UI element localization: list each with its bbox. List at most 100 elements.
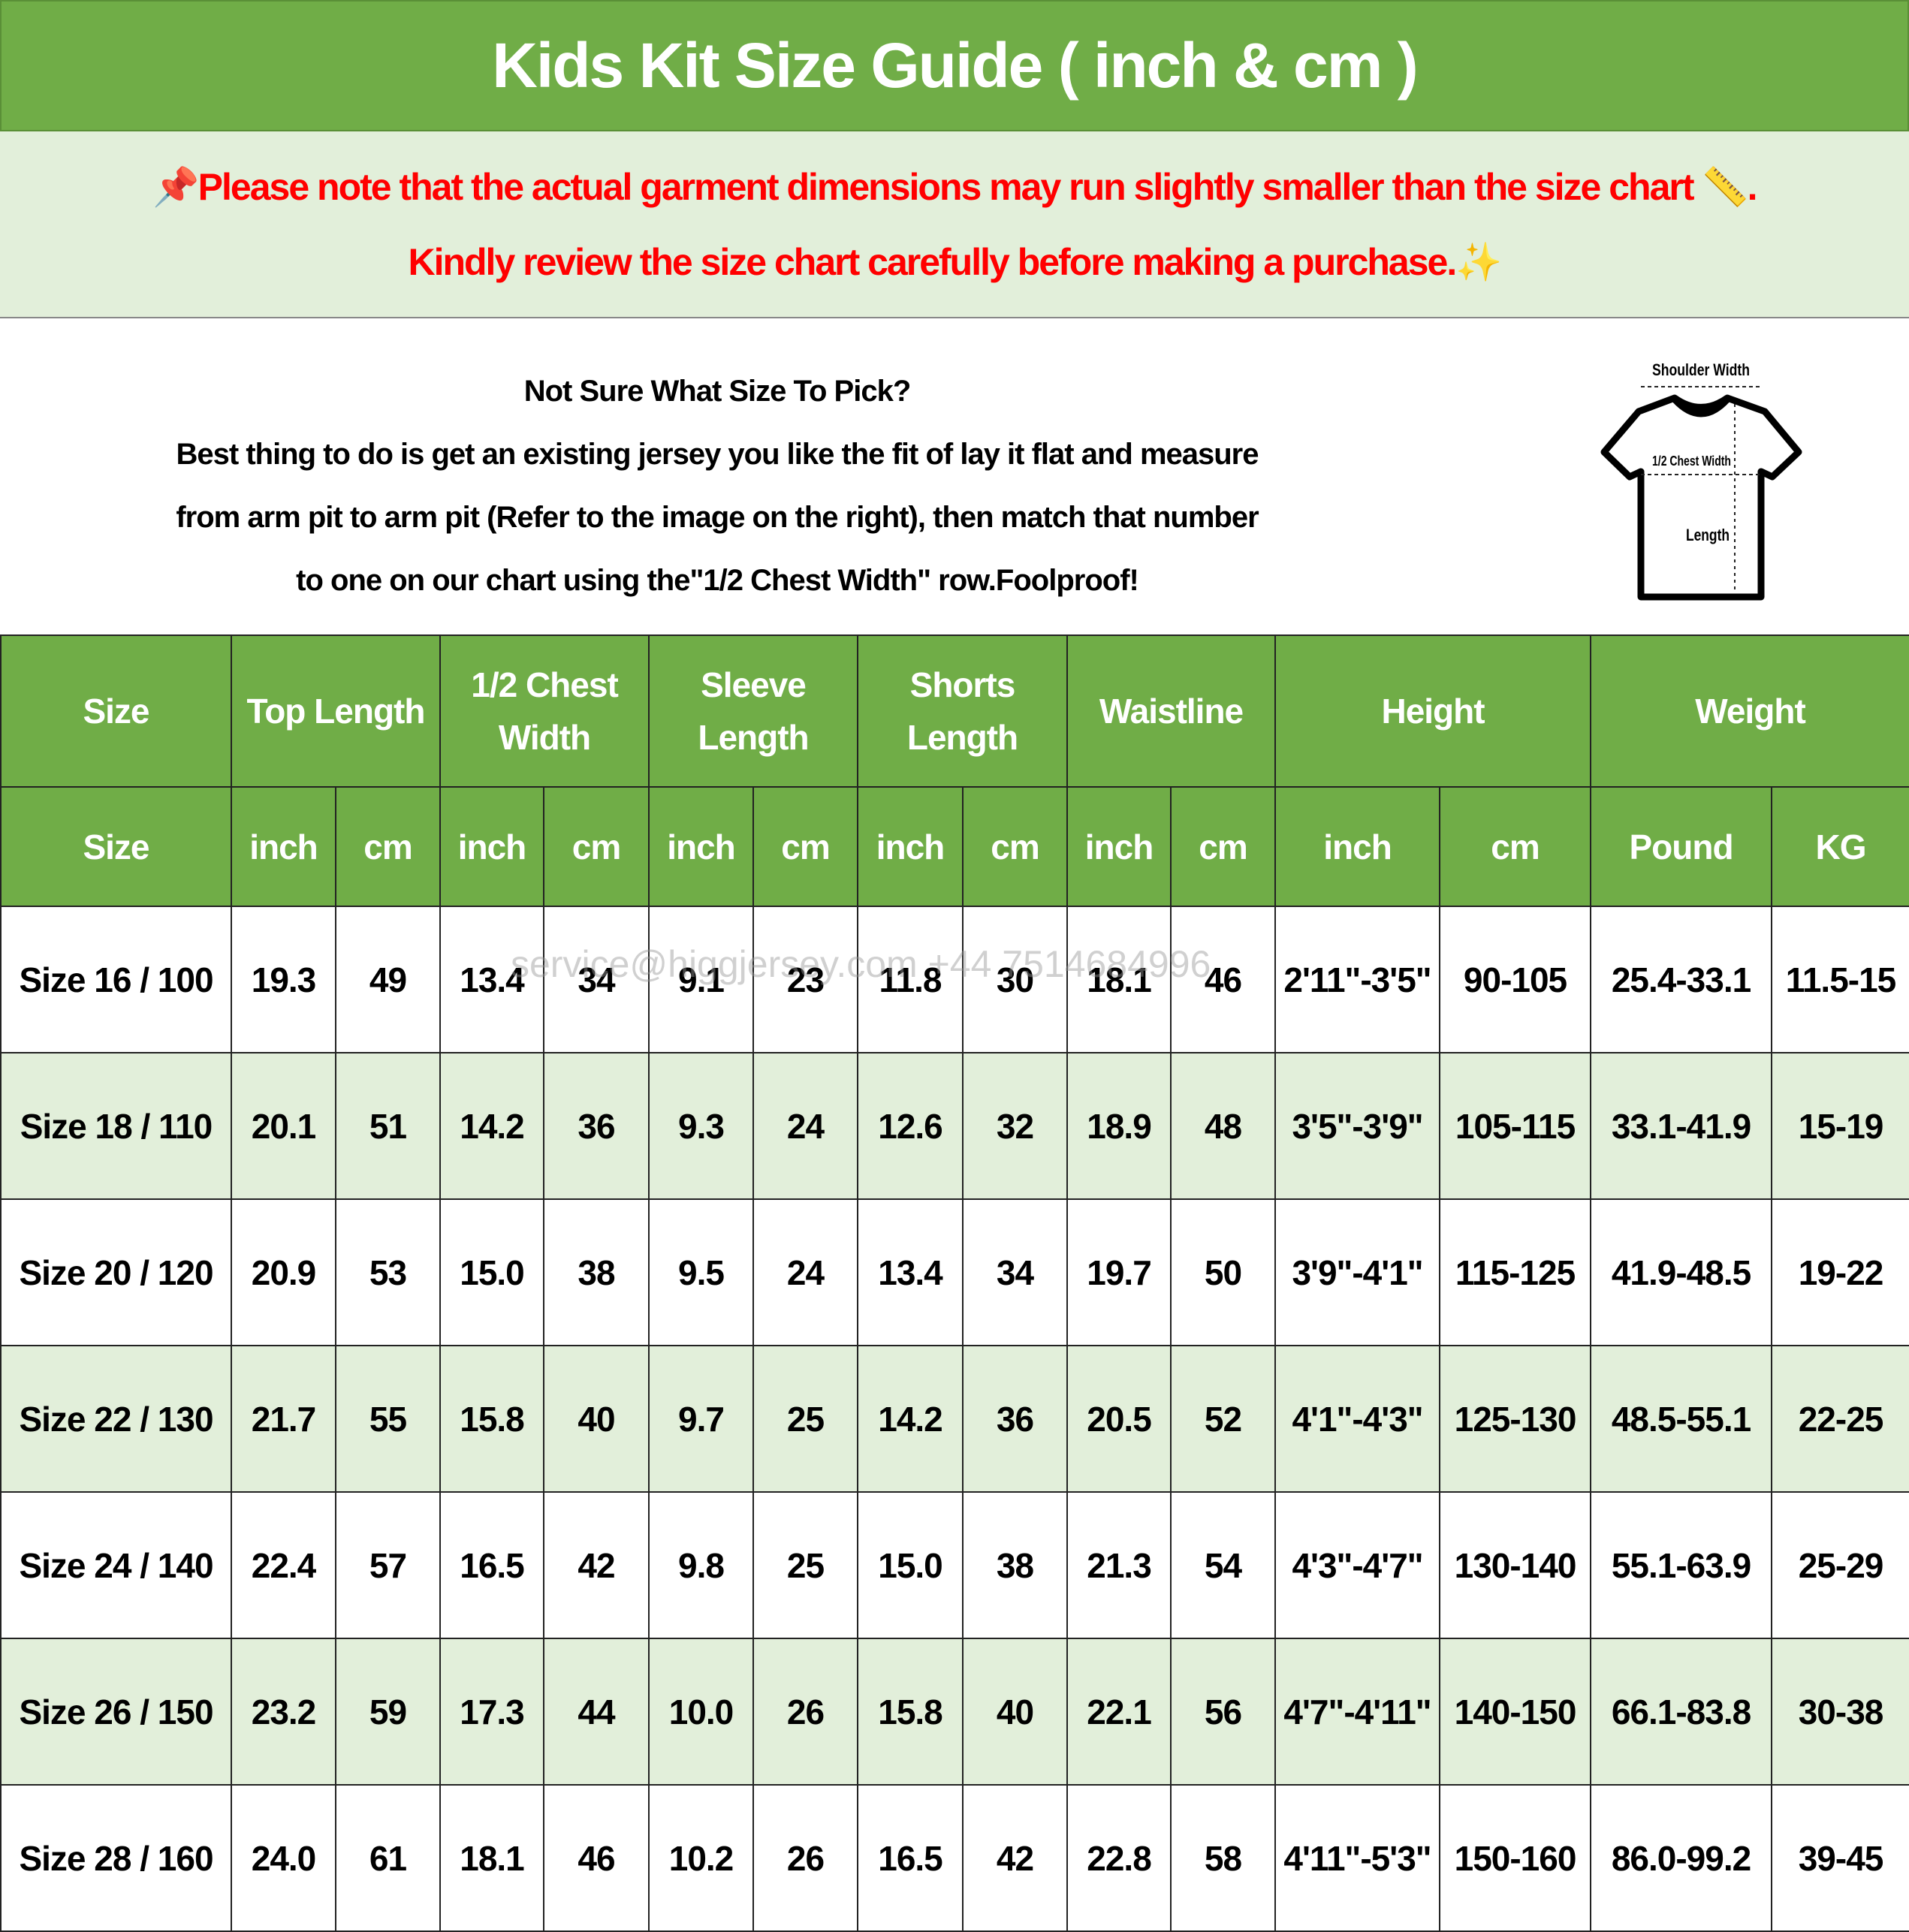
value-cell: 10.2 [648, 1784, 754, 1932]
value-cell: 15.0 [857, 1491, 964, 1639]
value-cell: 14.2 [439, 1052, 544, 1200]
value-cell: 10.0 [648, 1638, 754, 1786]
value-cell: 19-22 [1771, 1198, 1909, 1346]
table-row: Size 24 / 140 22.4 57 16.5 42 9.8 25 15.0 38 21.3… [0, 1491, 1909, 1639]
value-cell: 125-130 [1439, 1345, 1592, 1493]
value-cell: 23.2 [231, 1638, 336, 1786]
header-chest-width: 1/2 Chest Width [439, 634, 650, 788]
value-cell: 16.5 [439, 1491, 544, 1639]
unit-header: inch [1274, 786, 1441, 907]
value-cell: 24 [752, 1052, 858, 1200]
value-cell: 12.6 [857, 1052, 964, 1200]
unit-header: inch [231, 786, 336, 907]
value-cell: 46 [543, 1784, 650, 1932]
value-cell: 20.1 [231, 1052, 336, 1200]
unit-header: cm [1439, 786, 1592, 907]
value-cell: 40 [961, 1638, 1069, 1786]
unit-header: inch [1066, 786, 1172, 907]
value-cell: 90-105 [1439, 906, 1592, 1053]
value-cell: 16.5 [857, 1784, 964, 1932]
value-cell: 4'11"-5'3" [1274, 1784, 1441, 1932]
size-cell: Size 24 / 140 [0, 1491, 232, 1639]
header-sleeve-length: Sleeve Length [648, 634, 858, 788]
value-cell: 40 [543, 1345, 650, 1493]
value-cell: 36 [961, 1345, 1069, 1493]
value-cell: 150-160 [1439, 1784, 1592, 1932]
value-cell: 4'7"-4'11" [1274, 1638, 1441, 1786]
value-cell: 18.1 [439, 1784, 544, 1932]
value-cell: 13.4 [857, 1198, 964, 1346]
value-cell: 24 [752, 1198, 858, 1346]
value-cell: 42 [961, 1784, 1069, 1932]
tshirt-collar [1672, 396, 1730, 417]
header-waistline: Waistline [1066, 634, 1277, 788]
length-label: Length [1686, 526, 1730, 544]
value-cell: 22.1 [1066, 1638, 1172, 1786]
value-cell: 38 [961, 1491, 1069, 1639]
pin-icon: 📌 [152, 166, 199, 208]
value-cell: 48 [1170, 1052, 1277, 1200]
value-cell: 11.8 [857, 906, 964, 1053]
size-cell: Size 20 / 120 [0, 1198, 232, 1346]
value-cell: 57 [335, 1491, 441, 1639]
header-top-length: Top Length [231, 634, 441, 788]
value-cell: 22-25 [1771, 1345, 1909, 1493]
table-row: Size 16 / 100 19.3 49 13.4 34 9.1 23 11.8 30 18.1… [0, 906, 1909, 1053]
value-cell: 53 [335, 1198, 441, 1346]
value-cell: 26 [752, 1784, 858, 1932]
unit-header: KG [1771, 786, 1909, 907]
notice-line-2: Kindly review the size chart carefully b… [408, 241, 1502, 283]
advice-line-1: Best thing to do is get an existing jers… [176, 438, 1259, 471]
value-cell: 17.3 [439, 1638, 544, 1786]
value-cell: 24.0 [231, 1784, 336, 1932]
tshirt-diagram: Shoulder Width 1/2 Chest Width Length [1600, 360, 1802, 601]
value-cell: 4'3"-4'7" [1274, 1491, 1441, 1639]
value-cell: 18.1 [1066, 906, 1172, 1053]
value-cell: 34 [543, 906, 650, 1053]
value-cell: 19.3 [231, 906, 336, 1053]
table-row: Size 22 / 130 21.7 55 15.8 40 9.7 25 14.2 36 20.5… [0, 1345, 1909, 1493]
ruler-icon: 📏 [1702, 166, 1748, 208]
advice-line-2: from arm pit to arm pit (Refer to the im… [176, 501, 1259, 534]
unit-header: inch [857, 786, 964, 907]
value-cell: 11.5-15 [1771, 906, 1909, 1053]
value-cell: 15-19 [1771, 1052, 1909, 1200]
value-cell: 20.9 [231, 1198, 336, 1346]
size-cell: Size 18 / 110 [0, 1052, 232, 1200]
value-cell: 61 [335, 1784, 441, 1932]
unit-header: cm [1170, 786, 1277, 907]
page-title: Kids Kit Size Guide ( inch & cm ) [0, 0, 1909, 131]
header-size: Size [0, 634, 232, 788]
value-cell: 25.4-33.1 [1590, 906, 1773, 1053]
value-cell: 30-38 [1771, 1638, 1909, 1786]
value-cell: 3'9"-4'1" [1274, 1198, 1441, 1346]
size-cell: Size 16 / 100 [0, 906, 232, 1053]
table-row: Size 26 / 150 23.2 59 17.3 44 10.0 26 15.8 40 22.… [0, 1638, 1909, 1786]
value-cell: 42 [543, 1491, 650, 1639]
chest-width-label: 1/2 Chest Width [1652, 454, 1731, 469]
value-cell: 9.7 [648, 1345, 754, 1493]
value-cell: 9.1 [648, 906, 754, 1053]
value-cell: 23 [752, 906, 858, 1053]
notice-banner: 📌Please note that the actual garment dim… [0, 131, 1909, 318]
shoulder-width-label: Shoulder Width [1652, 360, 1750, 379]
notice-line-1: 📌Please note that the actual garment dim… [152, 166, 1757, 208]
value-cell: 56 [1170, 1638, 1277, 1786]
advice-line-3: to one on our chart using the"1/2 Chest … [296, 564, 1139, 597]
value-cell: 51 [335, 1052, 441, 1200]
tshirt-outline [1600, 394, 1802, 601]
table-row: Size 18 / 110 20.1 51 14.2 36 9.3 24 12.6 32 18.9… [0, 1052, 1909, 1200]
size-cell: Size 26 / 150 [0, 1638, 232, 1786]
value-cell: 21.3 [1066, 1491, 1172, 1639]
unit-header: cm [543, 786, 650, 907]
value-cell: 15.8 [439, 1345, 544, 1493]
value-cell: 46 [1170, 906, 1277, 1053]
value-cell: 25 [752, 1345, 858, 1493]
value-cell: 55 [335, 1345, 441, 1493]
value-cell: 33.1-41.9 [1590, 1052, 1773, 1200]
value-cell: 49 [335, 906, 441, 1053]
header-shorts-length: Shorts Length [856, 634, 1069, 788]
value-cell: 25 [752, 1491, 858, 1639]
unit-header: cm [335, 786, 441, 907]
value-cell: 14.2 [857, 1345, 964, 1493]
